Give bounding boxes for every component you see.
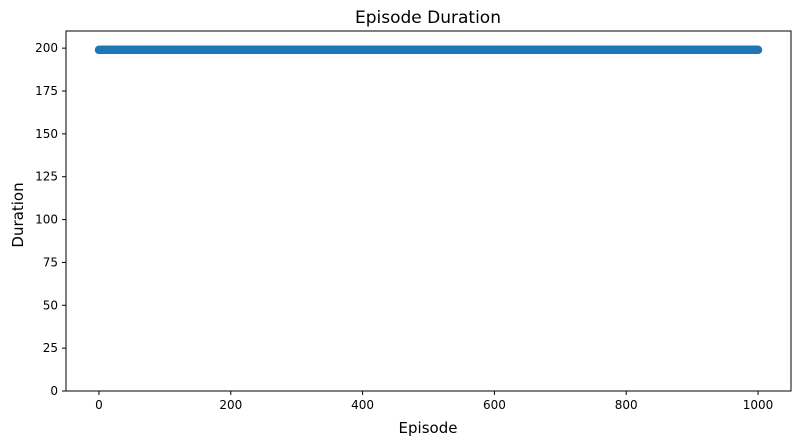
x-tick-label: 200 (219, 398, 242, 412)
y-tick-label: 25 (43, 341, 58, 355)
x-tick-label: 800 (615, 398, 638, 412)
y-tick-label: 150 (35, 127, 58, 141)
y-axis-label: Duration (9, 182, 27, 247)
chart-title: Episode Duration (355, 8, 501, 28)
y-tick-label: 175 (35, 84, 58, 98)
x-tick-label: 400 (351, 398, 374, 412)
x-axis: 0 200 400 600 800 1000 (95, 391, 773, 412)
y-tick-label: 200 (35, 41, 58, 55)
series-0 (94, 45, 763, 55)
data-point (753, 45, 763, 55)
y-tick-label: 100 (35, 213, 58, 227)
scatter-points (94, 45, 763, 55)
x-tick-label: 0 (95, 398, 103, 412)
x-axis-label: Episode (399, 419, 458, 437)
y-tick-label: 125 (35, 170, 58, 184)
y-tick-label: 50 (43, 298, 58, 312)
x-tick-label: 600 (483, 398, 506, 412)
y-tick-label: 75 (43, 255, 58, 269)
y-tick-label: 0 (50, 384, 58, 398)
y-axis: 0 25 50 75 100 125 150 175 200 (35, 41, 66, 398)
plot-frame (65, 30, 792, 392)
plot-area (65, 30, 792, 392)
x-tick-label: 1000 (743, 398, 774, 412)
